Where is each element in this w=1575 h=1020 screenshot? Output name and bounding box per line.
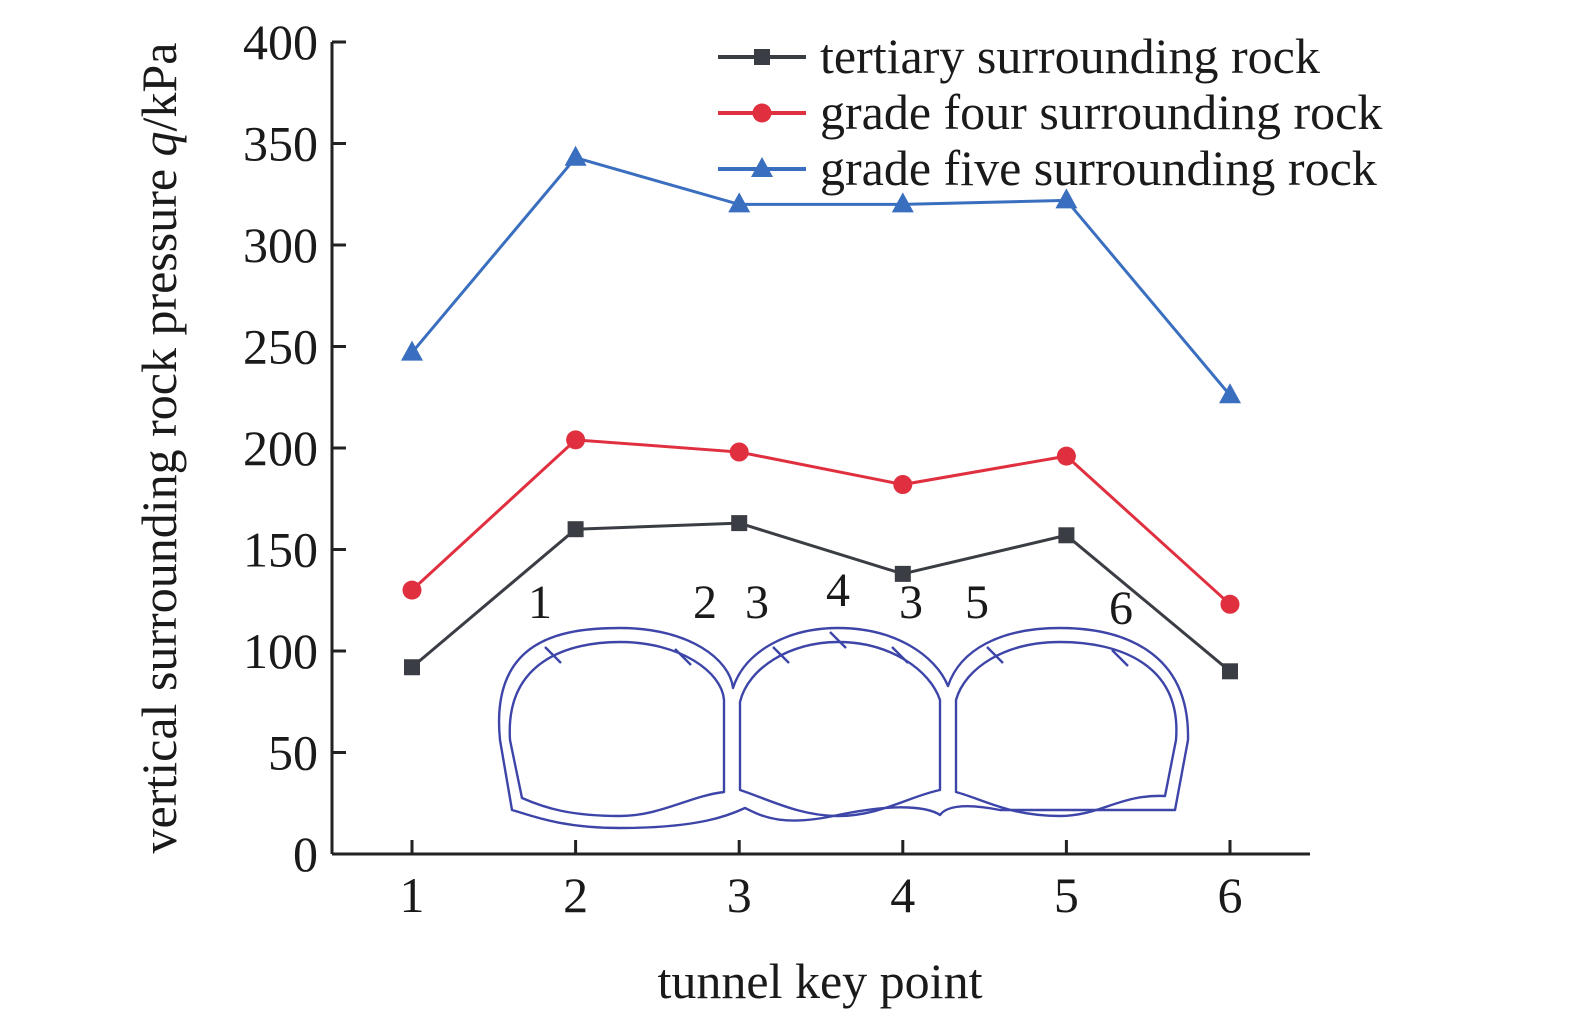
inset-key-point-label: 3 <box>745 576 769 629</box>
inset-key-point-label: 4 <box>826 564 850 617</box>
series-layer <box>401 145 1241 680</box>
inset-key-point-mark <box>674 648 692 666</box>
y-tick-label: 150 <box>243 522 318 578</box>
y-tick-label: 350 <box>243 116 318 172</box>
y-tick-label: 400 <box>243 14 318 70</box>
y-tick-label: 300 <box>243 217 318 273</box>
legend-label: tertiary surrounding rock <box>820 28 1320 84</box>
legend-marker <box>754 49 770 65</box>
legend-marker <box>752 103 772 123</box>
legend-label: grade four surrounding rock <box>820 84 1382 140</box>
series-3 <box>401 145 1241 404</box>
x-tick-label: 2 <box>563 867 588 923</box>
inset-key-point-mark <box>544 646 562 664</box>
legend-label: grade five surrounding rock <box>820 140 1377 196</box>
inset-key-point-mark <box>1111 649 1129 667</box>
data-point <box>1056 446 1076 466</box>
data-point <box>402 580 422 600</box>
y-axis-title-symbol: q <box>131 131 187 156</box>
x-tick-label: 4 <box>890 867 915 923</box>
data-point <box>729 442 749 462</box>
data-point <box>1058 527 1075 544</box>
legend-item: grade five surrounding rock <box>718 140 1377 196</box>
tunnel-bore-1 <box>508 640 726 818</box>
series-1 <box>404 515 1238 680</box>
series-line <box>410 438 1232 606</box>
legend-marker <box>751 157 773 177</box>
data-point <box>728 192 751 213</box>
tunnel-bore-2 <box>738 640 942 818</box>
inset-key-point-label: 1 <box>528 576 552 629</box>
inset-key-point-label: 2 <box>693 576 717 629</box>
inset-key-point-mark <box>986 646 1004 664</box>
data-point <box>401 340 423 361</box>
inset-key-point-label: 5 <box>965 576 989 629</box>
x-tick-label: 6 <box>1218 867 1243 923</box>
series-line <box>410 156 1232 397</box>
y-tick-label: 250 <box>243 319 318 375</box>
tunnel-outer-lining <box>497 626 1190 830</box>
data-point <box>731 515 748 532</box>
x-tick-label: 1 <box>400 867 425 923</box>
data-point <box>1219 383 1241 404</box>
y-axis-title-prefix: vertical surrounding rock pressure <box>131 156 187 853</box>
x-tick-label: 3 <box>727 867 752 923</box>
inset-key-point-label: 3 <box>899 576 923 629</box>
y-tick-label: 50 <box>268 725 318 781</box>
y-axis-title: vertical surrounding rock pressure q/kPa <box>131 43 187 854</box>
x-axis-title: tunnel key point <box>658 953 983 1009</box>
data-point <box>1220 594 1240 614</box>
legend-item: tertiary surrounding rock <box>718 28 1320 84</box>
data-point <box>566 430 586 450</box>
tunnel-bore-3 <box>954 640 1178 818</box>
data-point <box>1222 663 1238 680</box>
data-point <box>567 521 584 538</box>
series-line <box>411 521 1231 673</box>
data-point <box>893 475 913 495</box>
data-point <box>404 659 420 676</box>
data-point <box>564 145 587 166</box>
inset-key-point-mark <box>829 631 847 649</box>
inset-key-point-label: 6 <box>1109 582 1133 635</box>
data-point <box>891 192 914 213</box>
legend-item: grade four surrounding rock <box>718 84 1382 140</box>
y-axis-title-unit: /kPa <box>131 43 187 132</box>
series-2 <box>402 430 1240 614</box>
inset-key-point-mark <box>772 646 790 664</box>
data-point <box>1055 188 1078 209</box>
y-tick-label: 200 <box>243 420 318 476</box>
y-tick-label: 100 <box>243 623 318 679</box>
x-tick-label: 5 <box>1054 867 1079 923</box>
data-point <box>894 565 911 582</box>
y-tick-label: 0 <box>293 826 318 882</box>
inset-key-point-mark <box>891 646 909 664</box>
